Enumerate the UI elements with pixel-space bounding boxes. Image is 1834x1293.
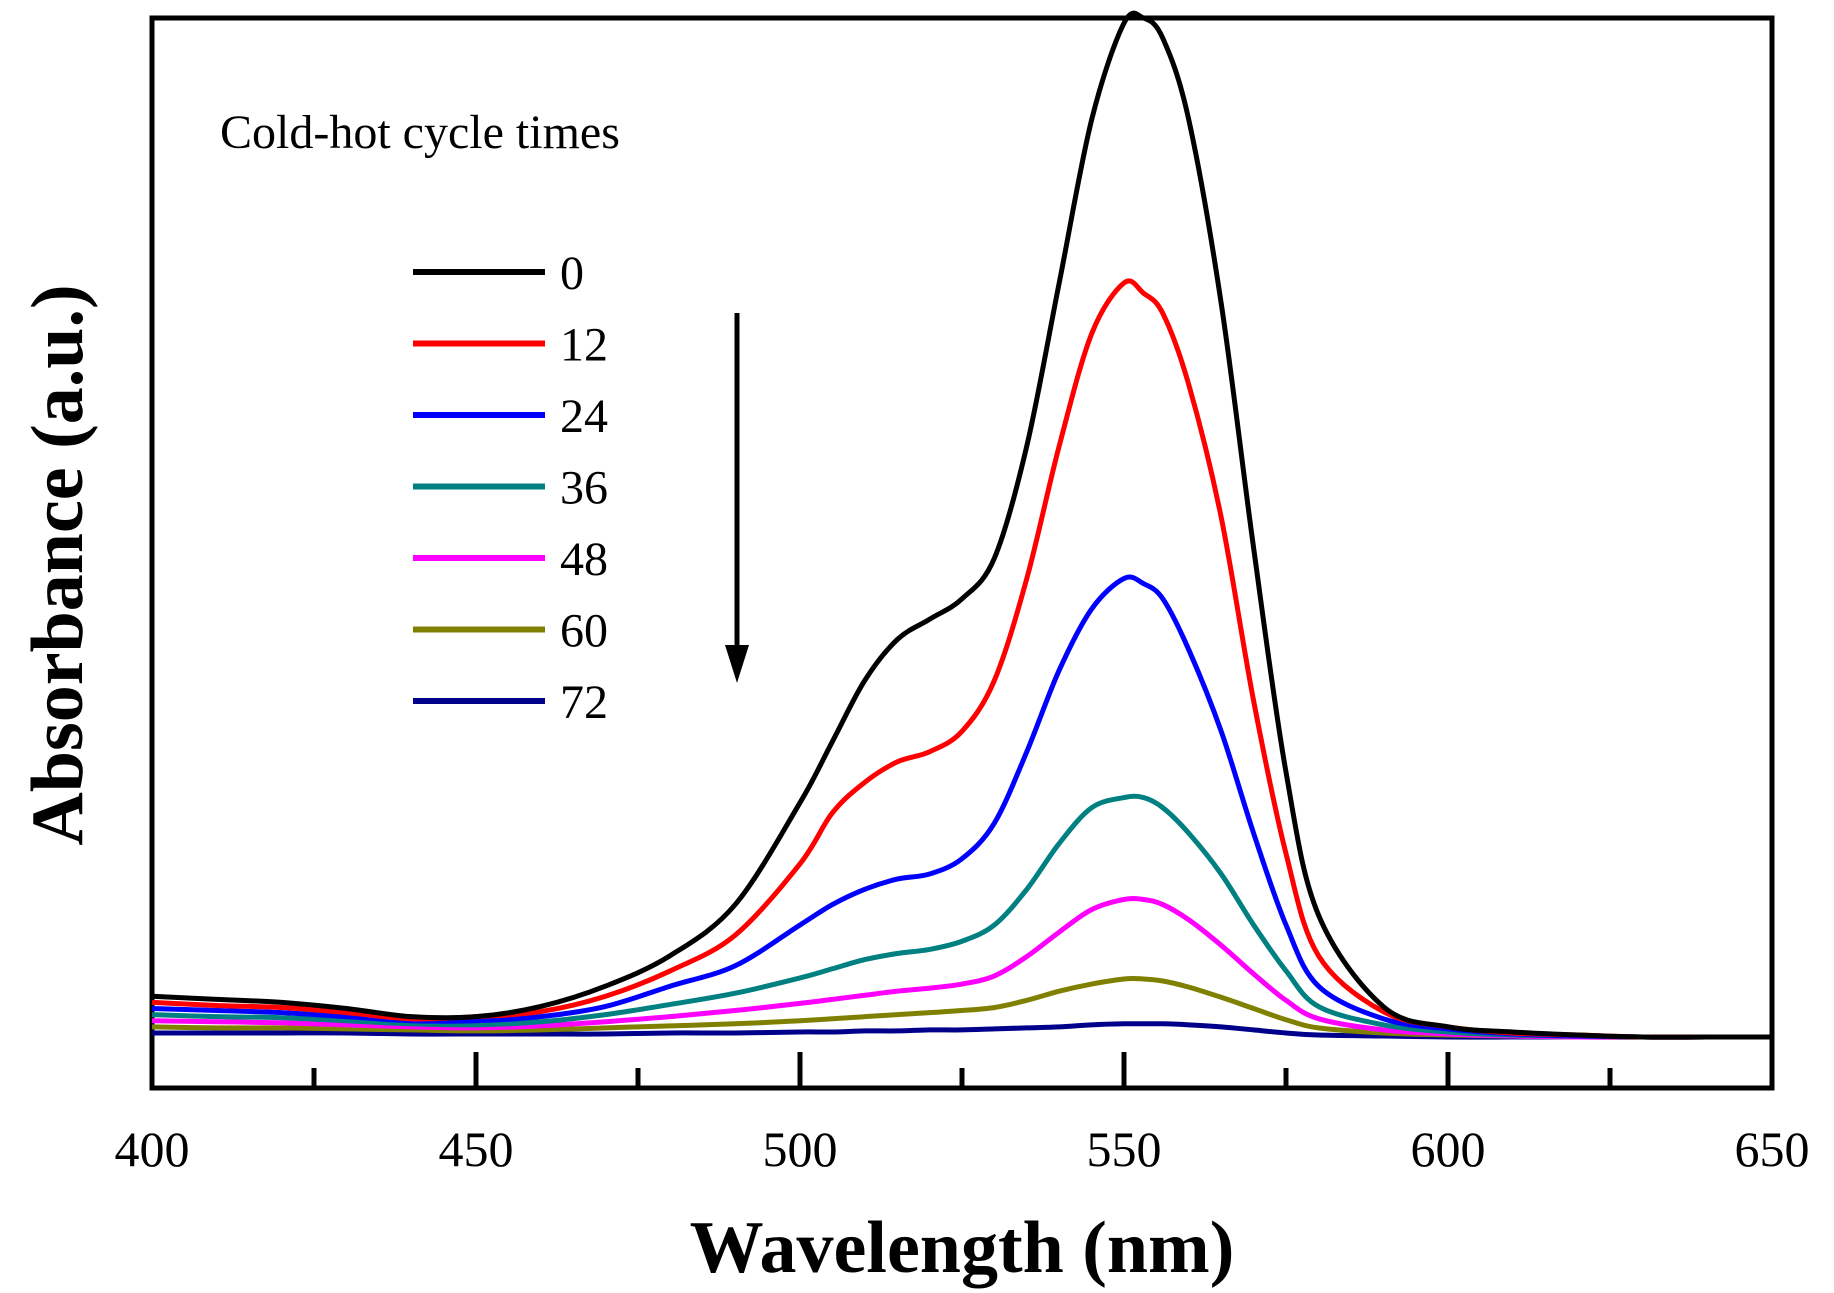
x-tick-label: 600 <box>1411 1121 1486 1177</box>
series-line-0 <box>151 10 1772 1040</box>
plot-frame <box>149 15 1775 1091</box>
x-tick-label: 550 <box>1087 1121 1162 1177</box>
x-tick-label: 650 <box>1735 1121 1810 1177</box>
x-tick-label: 400 <box>115 1121 190 1177</box>
x-axis-tick-labels: 400 450 500 550 600 650 <box>115 1121 1810 1177</box>
legend-label-48: 48 <box>560 533 608 586</box>
x-axis-ticks <box>149 1052 1775 1088</box>
series-line-12 <box>151 278 1772 1040</box>
x-tick-label: 450 <box>439 1121 514 1177</box>
legend-label-0: 0 <box>560 247 584 300</box>
y-axis-title: Absorbance (a.u.) <box>17 284 99 845</box>
series-line-36 <box>151 793 1772 1040</box>
legend: 0 12 24 36 48 60 72 <box>413 247 608 729</box>
series-line-24 <box>151 574 1772 1040</box>
decrease-arrow <box>725 313 749 683</box>
x-tick-label: 500 <box>763 1121 838 1177</box>
legend-title: Cold-hot cycle times <box>220 106 620 159</box>
arrow-head <box>725 645 749 683</box>
x-axis-title: Wavelength (nm) <box>690 1207 1235 1289</box>
legend-label-12: 12 <box>560 319 608 372</box>
series-line-48 <box>151 896 1772 1040</box>
series-curves <box>151 10 1772 1040</box>
legend-label-60: 60 <box>560 605 608 658</box>
legend-label-24: 24 <box>560 390 608 443</box>
legend-label-36: 36 <box>560 462 608 515</box>
legend-label-72: 72 <box>560 676 608 729</box>
